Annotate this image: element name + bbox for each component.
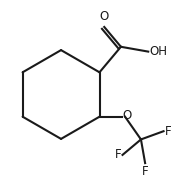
Text: F: F — [164, 125, 171, 138]
Text: O: O — [100, 10, 109, 23]
Text: O: O — [123, 109, 132, 122]
Text: OH: OH — [149, 45, 167, 58]
Text: F: F — [142, 165, 148, 178]
Text: F: F — [115, 148, 122, 161]
